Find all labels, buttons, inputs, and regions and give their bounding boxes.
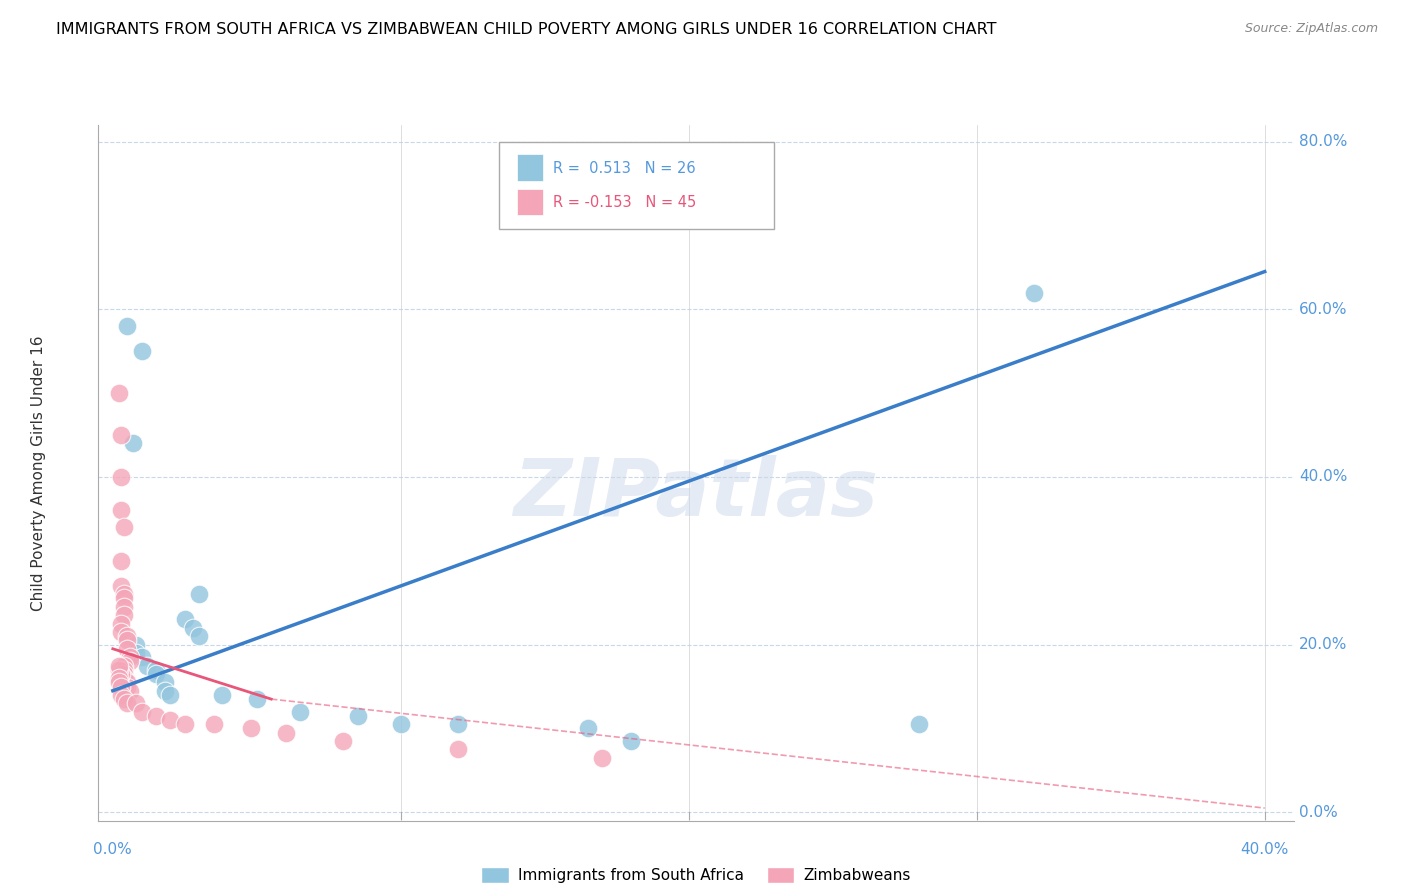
Text: R = -0.153   N = 45: R = -0.153 N = 45 bbox=[553, 195, 696, 211]
Point bbox=[110, 680, 132, 694]
Point bbox=[136, 658, 159, 673]
Point bbox=[131, 344, 153, 359]
Point bbox=[125, 638, 148, 652]
Point bbox=[159, 688, 181, 702]
Point bbox=[211, 688, 233, 702]
Text: Source: ZipAtlas.com: Source: ZipAtlas.com bbox=[1244, 22, 1378, 36]
Point bbox=[240, 722, 263, 736]
Point bbox=[112, 599, 135, 614]
Point bbox=[107, 663, 129, 677]
Point bbox=[120, 683, 142, 698]
FancyBboxPatch shape bbox=[499, 142, 773, 229]
Text: Child Poverty Among Girls Under 16: Child Poverty Among Girls Under 16 bbox=[31, 335, 46, 610]
Point bbox=[1024, 285, 1046, 300]
Point bbox=[131, 650, 153, 665]
Text: R =  0.513   N = 26: R = 0.513 N = 26 bbox=[553, 161, 695, 176]
Point bbox=[112, 587, 135, 601]
Point bbox=[112, 692, 135, 706]
Point bbox=[112, 591, 135, 606]
Text: 40.0%: 40.0% bbox=[1240, 841, 1289, 856]
Point bbox=[112, 608, 135, 623]
Point bbox=[115, 641, 138, 656]
Point bbox=[125, 696, 148, 710]
Text: 40.0%: 40.0% bbox=[1299, 469, 1348, 484]
Point bbox=[110, 667, 132, 681]
Point bbox=[183, 621, 205, 635]
Point bbox=[591, 751, 613, 765]
Point bbox=[173, 717, 195, 731]
Point bbox=[145, 709, 167, 723]
Point bbox=[173, 612, 195, 626]
Point bbox=[122, 436, 145, 450]
Point bbox=[120, 650, 142, 665]
Point bbox=[188, 587, 211, 601]
Text: 0.0%: 0.0% bbox=[1299, 805, 1339, 820]
Text: IMMIGRANTS FROM SOUTH AFRICA VS ZIMBABWEAN CHILD POVERTY AMONG GIRLS UNDER 16 CO: IMMIGRANTS FROM SOUTH AFRICA VS ZIMBABWE… bbox=[56, 22, 997, 37]
Point bbox=[620, 734, 643, 748]
Point bbox=[288, 705, 311, 719]
Point bbox=[107, 386, 129, 401]
Point bbox=[107, 675, 129, 690]
Point bbox=[159, 713, 181, 727]
Point bbox=[110, 625, 132, 640]
Point bbox=[115, 675, 138, 690]
Text: ZIPatlas: ZIPatlas bbox=[513, 455, 879, 533]
Legend: Immigrants from South Africa, Zimbabweans: Immigrants from South Africa, Zimbabwean… bbox=[475, 862, 917, 889]
Point bbox=[107, 671, 129, 685]
Point bbox=[110, 579, 132, 593]
Point bbox=[145, 667, 167, 681]
Text: 0.0%: 0.0% bbox=[93, 841, 132, 856]
Point bbox=[346, 709, 368, 723]
Point bbox=[112, 671, 135, 685]
Point bbox=[110, 554, 132, 568]
FancyBboxPatch shape bbox=[517, 154, 543, 180]
Point bbox=[332, 734, 354, 748]
Point bbox=[110, 428, 132, 442]
Point bbox=[110, 470, 132, 484]
Point bbox=[115, 319, 138, 334]
Point bbox=[153, 675, 176, 690]
Point bbox=[112, 663, 135, 677]
FancyBboxPatch shape bbox=[517, 189, 543, 215]
Point bbox=[112, 667, 135, 681]
Point bbox=[188, 629, 211, 643]
Point bbox=[246, 692, 269, 706]
Point bbox=[131, 705, 153, 719]
Point bbox=[274, 725, 297, 739]
Point bbox=[115, 629, 138, 643]
Point bbox=[125, 646, 148, 660]
Point bbox=[112, 520, 135, 534]
Point bbox=[145, 663, 167, 677]
Point bbox=[908, 717, 931, 731]
Point bbox=[153, 683, 176, 698]
Text: 60.0%: 60.0% bbox=[1299, 301, 1348, 317]
Point bbox=[115, 633, 138, 648]
Point bbox=[120, 654, 142, 668]
Point bbox=[202, 717, 225, 731]
Point bbox=[115, 696, 138, 710]
Point bbox=[107, 658, 129, 673]
Point bbox=[389, 717, 412, 731]
Text: 20.0%: 20.0% bbox=[1299, 637, 1348, 652]
Point bbox=[447, 717, 470, 731]
Point bbox=[576, 722, 599, 736]
Text: 80.0%: 80.0% bbox=[1299, 134, 1348, 149]
Point bbox=[110, 503, 132, 517]
Point bbox=[447, 742, 470, 756]
Point bbox=[110, 688, 132, 702]
Point bbox=[112, 658, 135, 673]
Point bbox=[110, 616, 132, 631]
Point bbox=[115, 680, 138, 694]
